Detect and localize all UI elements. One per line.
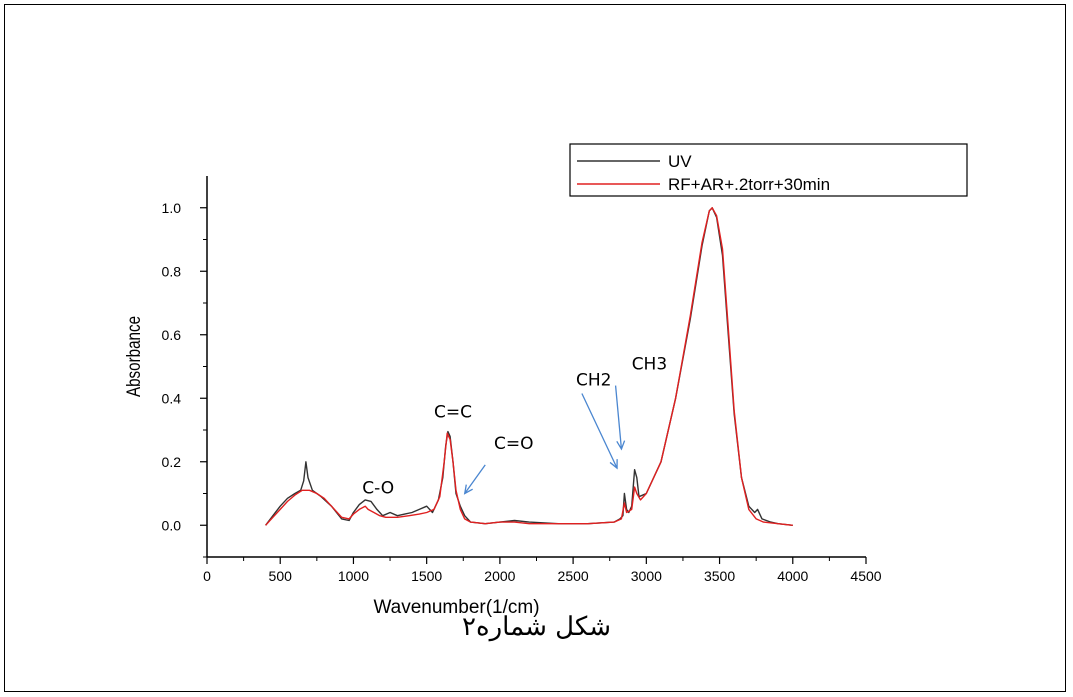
y-tick-label: 0.6: [162, 327, 182, 343]
annotation-arrow: [614, 385, 623, 450]
legend-label: UV: [668, 152, 692, 171]
series-lines: [265, 207, 793, 526]
series-line-2: [265, 207, 793, 526]
x-tick-label: 1000: [338, 568, 369, 584]
peak-label: CH3: [632, 355, 667, 375]
legend: UV RF+AR+.2torr+30min: [569, 143, 968, 197]
series-line-1: [265, 207, 793, 526]
y-tick-label: 0.8: [162, 263, 182, 279]
figure-frame: [4, 4, 1066, 692]
peak-label: C=C: [434, 402, 472, 422]
x-tick-label: 3000: [631, 568, 662, 584]
x-tick-label: 500: [269, 568, 293, 584]
x-axis-title: Wavenumber(1/cm): [373, 597, 539, 618]
figure-caption: شکل شماره۲: [462, 612, 611, 642]
y-tick-label: 0.2: [162, 454, 182, 470]
peak-label: C-O: [362, 479, 394, 499]
x-tick-label: 2000: [484, 568, 515, 584]
legend-label: RF+AR+.2torr+30min: [668, 175, 830, 194]
annotation-arrow: [581, 393, 618, 469]
axes: 0 500 1000 1500 2000 2500 3000 3500 4000 4500 0.0 0…: [122, 176, 882, 618]
annotation-arrowhead: [609, 459, 618, 470]
y-axis-title: Absorbance: [122, 316, 144, 397]
y-tick-label: 0.0: [162, 517, 182, 533]
x-tick-label: 0: [203, 568, 211, 584]
annotation-arrow: [464, 464, 486, 494]
x-tick-label: 2500: [558, 568, 589, 584]
annotation-arrowhead: [463, 484, 473, 495]
x-tick-label: 1500: [411, 568, 442, 584]
x-tick-label: 4000: [777, 568, 808, 584]
y-tick-label: 1.0: [162, 200, 182, 216]
x-tick-label: 3500: [704, 568, 735, 584]
y-tick-label: 0.4: [162, 390, 182, 406]
annotation-arrowhead: [616, 440, 626, 451]
x-tick-label: 4500: [850, 568, 881, 584]
peak-annotations: C-O C=C C=O CH2 CH3: [362, 355, 667, 499]
peak-label: CH2: [576, 371, 611, 391]
peak-label: C=O: [494, 434, 534, 454]
legend-box: [569, 143, 968, 197]
